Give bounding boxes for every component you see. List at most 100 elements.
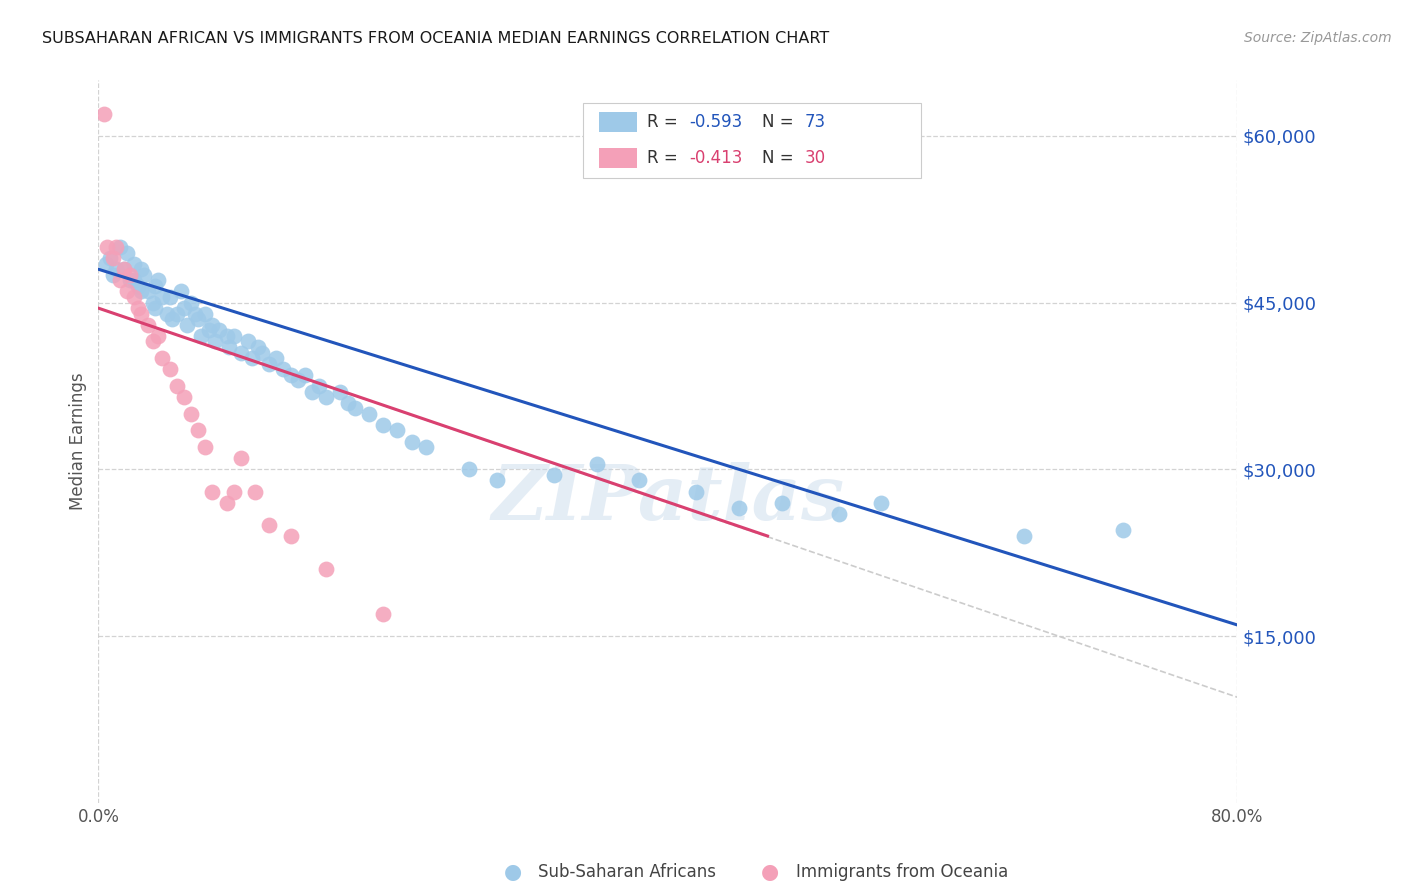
Point [94, 257, 117, 271]
Point [127, 279, 149, 293]
Point [415, 440, 437, 454]
Point [266, 351, 288, 366]
Point [373, 417, 395, 432]
Point [187, 312, 209, 326]
Point [180, 407, 202, 421]
Point [166, 379, 188, 393]
Point [301, 384, 323, 399]
Point [101, 268, 124, 282]
Point [273, 362, 295, 376]
Point [543, 467, 565, 482]
Point [156, 307, 179, 321]
Text: Immigrants from Oceania: Immigrants from Oceania [796, 863, 1008, 881]
Point [159, 290, 181, 304]
Point [194, 440, 217, 454]
Point [280, 368, 302, 382]
Text: ZIPatlas: ZIPatlas [491, 462, 845, 536]
Point [770, 496, 793, 510]
Point [112, 262, 135, 277]
Point [1112, 524, 1135, 538]
Text: SUBSAHARAN AFRICAN VS IMMIGRANTS FROM OCEANIA MEDIAN EARNINGS CORRELATION CHART: SUBSAHARAN AFRICAN VS IMMIGRANTS FROM OC… [42, 31, 830, 46]
Text: ●: ● [762, 863, 779, 882]
Point [215, 329, 238, 343]
Point [222, 329, 245, 343]
Point [243, 484, 266, 499]
Point [152, 351, 174, 366]
Point [315, 562, 337, 576]
Point [98, 251, 121, 265]
Point [204, 334, 226, 349]
Point [236, 334, 259, 349]
Point [180, 295, 202, 310]
Point [685, 484, 707, 499]
Point [229, 451, 252, 466]
Point [190, 329, 212, 343]
Point [315, 390, 337, 404]
Text: N =: N = [762, 113, 799, 131]
Point [357, 407, 380, 421]
Text: R =: R = [647, 149, 683, 167]
Point [373, 607, 395, 621]
Point [148, 273, 170, 287]
Point [215, 496, 238, 510]
Point [184, 307, 207, 321]
Point [96, 240, 118, 254]
Point [141, 334, 163, 349]
Point [486, 474, 509, 488]
Text: -0.413: -0.413 [689, 149, 742, 167]
Text: 73: 73 [804, 113, 825, 131]
Point [145, 301, 167, 315]
Point [176, 318, 198, 332]
Point [132, 268, 155, 282]
Point [187, 424, 209, 438]
Point [93, 106, 115, 120]
Point [141, 295, 163, 310]
Point [259, 517, 281, 532]
Point [585, 457, 607, 471]
Point [170, 285, 193, 299]
Point [218, 340, 240, 354]
Point [159, 362, 181, 376]
Point [222, 484, 245, 499]
Point [122, 273, 145, 287]
Point [201, 484, 224, 499]
Point [129, 262, 152, 277]
Point [173, 390, 195, 404]
Point [162, 312, 184, 326]
Point [108, 240, 131, 254]
Point [828, 507, 851, 521]
Text: R =: R = [647, 113, 683, 131]
Point [104, 240, 127, 254]
Point [343, 401, 366, 416]
Point [1012, 529, 1035, 543]
Point [198, 323, 221, 337]
Y-axis label: Median Earnings: Median Earnings [69, 373, 87, 510]
Point [387, 424, 409, 438]
Point [148, 329, 170, 343]
Point [728, 501, 751, 516]
Point [112, 262, 135, 277]
Point [336, 395, 359, 409]
Point [628, 474, 651, 488]
Text: ●: ● [505, 863, 522, 882]
Point [136, 285, 159, 299]
Point [152, 290, 174, 304]
Point [166, 307, 188, 321]
Point [129, 285, 152, 299]
Point [118, 273, 141, 287]
Point [129, 307, 152, 321]
Point [401, 434, 423, 449]
Point [194, 307, 217, 321]
Point [136, 318, 159, 332]
Point [329, 384, 352, 399]
Point [259, 357, 281, 371]
Point [870, 496, 893, 510]
Point [101, 251, 124, 265]
Point [115, 245, 138, 260]
Point [108, 273, 131, 287]
Point [201, 318, 224, 332]
Text: -0.593: -0.593 [689, 113, 742, 131]
Point [104, 262, 127, 277]
Point [122, 257, 145, 271]
Point [287, 373, 309, 387]
